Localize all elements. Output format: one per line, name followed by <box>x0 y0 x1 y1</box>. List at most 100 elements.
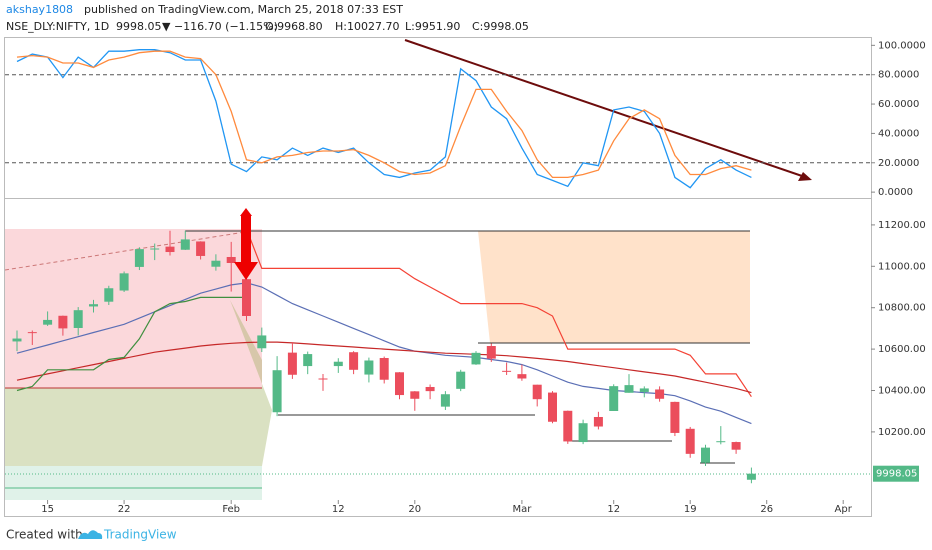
last-price: 9998.05 <box>116 20 162 33</box>
candle-body <box>609 386 619 411</box>
x-tick-label: 15 <box>41 504 54 515</box>
symbol: NSE_DLY:NIFTY, 1D <box>6 20 109 33</box>
candle-body <box>165 246 175 253</box>
down-arrow-head <box>234 262 258 280</box>
x-tick-label: 22 <box>118 504 131 515</box>
candle-body <box>624 385 634 393</box>
candle-body <box>685 428 695 454</box>
drawings <box>4 229 750 500</box>
x-tick-label: 19 <box>684 504 697 515</box>
low-value: L:9951.90 <box>405 20 460 33</box>
x-tick-label: 26 <box>760 504 773 515</box>
candle-body <box>655 389 665 399</box>
candle-body <box>593 416 603 427</box>
candle-body <box>43 319 53 325</box>
candle-body <box>104 288 114 302</box>
candle-body <box>226 256 236 263</box>
footer-created: Created with <box>6 528 83 542</box>
candle-body <box>303 354 313 367</box>
y-tick-label: 20.0000 <box>878 158 919 169</box>
y-tick-label: 11000.00 <box>878 261 926 272</box>
last-price-box <box>873 465 919 482</box>
candle-body <box>272 370 282 413</box>
resistance-zone <box>478 231 750 343</box>
open-value: O:9968.80 <box>265 20 323 33</box>
candle-body <box>211 260 221 267</box>
x-tick-label: Feb <box>222 504 240 515</box>
candle-body <box>532 384 542 400</box>
candle-body <box>440 394 450 407</box>
candle-body <box>502 370 512 372</box>
candle-body <box>318 378 328 380</box>
down-arrow-top <box>240 208 252 216</box>
y-tick-label: 0.0000 <box>878 187 913 198</box>
last-price-label: 9998.05 <box>876 469 917 480</box>
y-tick-label: 10200.00 <box>878 427 926 438</box>
risk-zone <box>5 229 262 388</box>
candle-body <box>58 315 68 329</box>
candle-body <box>548 392 557 422</box>
candle-body <box>395 372 404 396</box>
y-tick-label: 40.0000 <box>878 128 919 139</box>
candle-body <box>257 335 267 349</box>
y-tick-label: 80.0000 <box>878 70 919 81</box>
candle-body <box>716 441 726 443</box>
candle-body <box>578 423 588 443</box>
candle-body <box>119 273 129 291</box>
candle-body <box>410 391 420 399</box>
x-tick-label: 12 <box>607 504 620 515</box>
footer-brand[interactable]: TradingView <box>103 528 177 542</box>
candle-body <box>364 360 374 375</box>
close-value: C:9998.05 <box>472 20 529 33</box>
y-tick-label: 10600.00 <box>878 344 926 355</box>
candles <box>12 228 756 484</box>
candle-body <box>150 248 160 250</box>
x-tick-label: Mar <box>512 504 532 515</box>
trend-arrow <box>404 39 806 178</box>
price-pane <box>4 198 872 517</box>
target-zone <box>5 466 262 500</box>
dashed-trend <box>4 231 246 271</box>
candle-body <box>701 447 710 463</box>
y-tick-label: 11200.00 <box>878 220 926 231</box>
reward-zone <box>5 388 262 466</box>
candle-body <box>27 332 37 334</box>
candle-body <box>134 249 144 267</box>
y-tick-label: 60.0000 <box>878 99 919 110</box>
candle-body <box>180 239 190 250</box>
series-line <box>245 228 752 398</box>
candle-body <box>486 345 496 359</box>
x-tick-label: Apr <box>835 504 853 515</box>
series-line <box>16 49 752 189</box>
x-tick-label: 20 <box>408 504 421 515</box>
down-arrow-shaft <box>241 216 251 262</box>
price-change: ▼ −116.70 (−1.15%) <box>162 20 278 33</box>
high-value: H:10027.70 <box>335 20 399 33</box>
candle-body <box>471 352 481 365</box>
trend-arrow-head <box>798 172 812 181</box>
series-line <box>16 296 247 392</box>
candle-body <box>196 241 206 256</box>
series-line <box>16 341 752 394</box>
y-tick-label: 100.0000 <box>878 40 926 51</box>
candle-body <box>517 374 527 379</box>
candle-body <box>425 386 435 392</box>
candle-body <box>456 371 466 389</box>
candle-body <box>639 388 649 392</box>
candle-body <box>12 338 22 342</box>
candle-body <box>731 442 741 450</box>
candle-body <box>746 473 756 480</box>
candle-body <box>333 361 343 367</box>
author[interactable]: akshay1808 <box>6 3 73 16</box>
candle-body <box>563 410 573 442</box>
y-tick-label: 10800.00 <box>878 303 926 314</box>
candle-body <box>349 352 359 370</box>
candle-body <box>242 279 251 316</box>
candle-body <box>287 352 297 375</box>
published: published on TradingView.com, March 25, … <box>84 3 403 16</box>
candle-body <box>73 310 83 328</box>
x-tick-label: 12 <box>332 504 345 515</box>
